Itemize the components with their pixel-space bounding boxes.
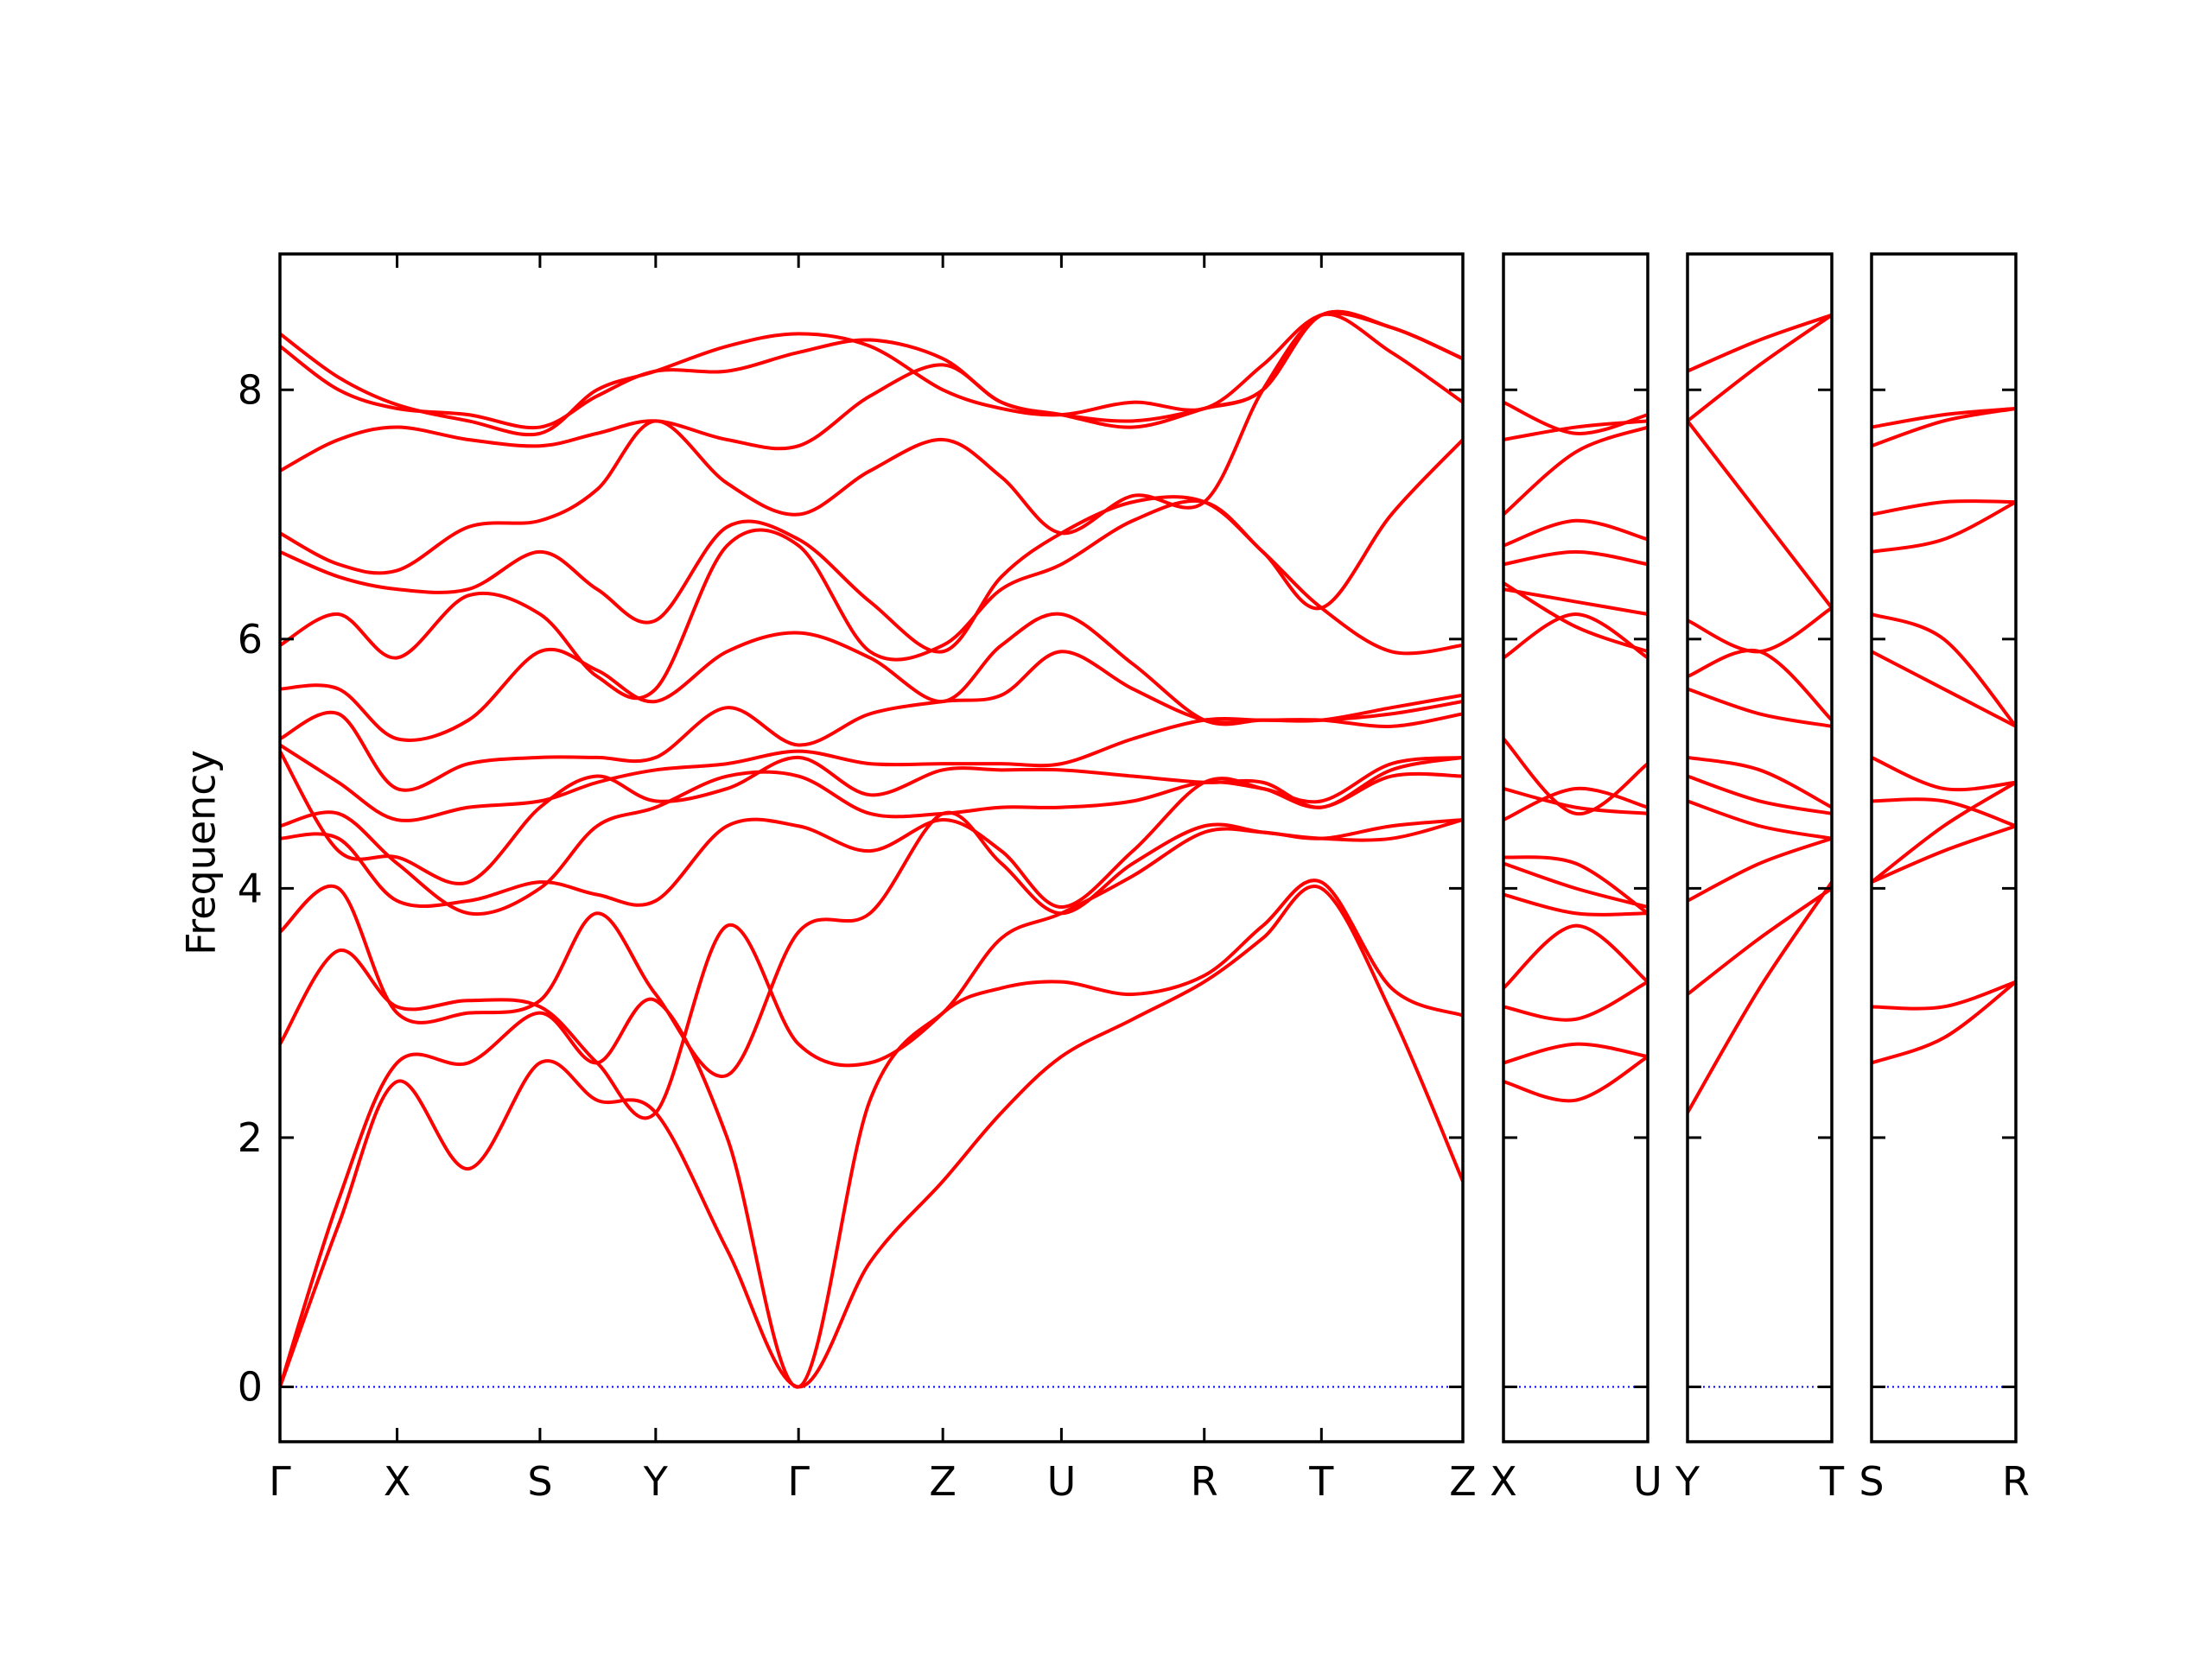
band — [1872, 650, 2016, 728]
y-axis-label: Frequency — [178, 750, 225, 955]
band — [1872, 500, 2016, 554]
band — [280, 818, 1463, 1120]
y-tick-label: 2 — [238, 1114, 263, 1161]
x-tick-label: Y — [643, 1458, 669, 1505]
band — [1872, 756, 2016, 792]
band — [1872, 406, 2016, 429]
axes-frame — [1870, 252, 2018, 1443]
band — [1503, 1042, 1648, 1065]
band — [1688, 886, 1832, 996]
band — [1688, 881, 1832, 1114]
axes-frame — [278, 252, 1465, 1443]
band — [1872, 499, 2016, 517]
band — [1688, 687, 1832, 728]
band — [1503, 737, 1648, 815]
plot-area — [280, 309, 1463, 1389]
band — [1872, 980, 2016, 1011]
band — [1503, 923, 1648, 990]
x-tick-label: S — [527, 1458, 552, 1505]
axes-frame — [1502, 252, 1649, 1443]
band — [1688, 755, 1832, 809]
x-tick-label: Γ — [269, 1458, 291, 1505]
x-tick-label: X — [384, 1458, 411, 1505]
band — [1872, 824, 2016, 885]
x-tick-label: Y — [1675, 1458, 1700, 1505]
band — [1503, 612, 1648, 660]
band — [280, 309, 1463, 575]
x-tick-label: S — [1859, 1458, 1884, 1505]
band — [1503, 855, 1648, 915]
band — [1503, 861, 1648, 909]
y-tick-label: 4 — [238, 865, 263, 911]
band — [1688, 648, 1832, 722]
band — [280, 311, 1463, 437]
plot-area — [1872, 406, 2016, 1388]
band — [1503, 587, 1648, 616]
band — [1503, 400, 1648, 435]
band — [1503, 518, 1648, 548]
band — [280, 309, 1463, 473]
band — [1688, 314, 1832, 422]
band — [1503, 980, 1648, 1022]
band — [1503, 892, 1648, 917]
band — [1688, 606, 1832, 654]
x-tick-label: Z — [929, 1458, 957, 1505]
band — [280, 612, 1463, 742]
x-tick-label: T — [1819, 1458, 1845, 1505]
x-tick-label: U — [1633, 1458, 1662, 1505]
plot-area — [1503, 400, 1648, 1388]
band — [1503, 581, 1648, 654]
band — [280, 750, 1463, 885]
x-tick-label: Γ — [787, 1458, 810, 1505]
y-tick-label: 6 — [238, 616, 263, 663]
band — [280, 810, 1463, 1079]
band — [280, 755, 1463, 917]
x-tick-label: U — [1047, 1458, 1077, 1505]
band — [1872, 781, 2016, 884]
band — [280, 438, 1463, 654]
band — [1688, 420, 1832, 609]
x-tick-label: R — [2002, 1458, 2030, 1505]
band — [1503, 786, 1648, 821]
y-tick-label: 0 — [238, 1364, 263, 1411]
band — [1688, 799, 1832, 841]
band — [1872, 612, 2016, 728]
axes-frame — [1686, 252, 1834, 1443]
x-tick-label: T — [1308, 1458, 1334, 1505]
x-tick-label: Z — [1449, 1458, 1477, 1505]
band — [1688, 836, 1832, 903]
band — [1872, 797, 2016, 828]
y-tick-label: 8 — [238, 366, 263, 413]
band — [1688, 313, 1832, 373]
band — [280, 312, 1463, 430]
band — [1503, 425, 1648, 517]
band — [1503, 1055, 1648, 1103]
band — [1503, 549, 1648, 567]
plot-area — [1688, 313, 1832, 1388]
x-tick-label: R — [1191, 1458, 1218, 1505]
x-tick-label: X — [1490, 1458, 1517, 1505]
band — [280, 879, 1463, 1389]
band — [1872, 980, 2016, 1065]
band — [280, 885, 1463, 1389]
band — [1688, 774, 1832, 815]
band — [1503, 787, 1648, 815]
